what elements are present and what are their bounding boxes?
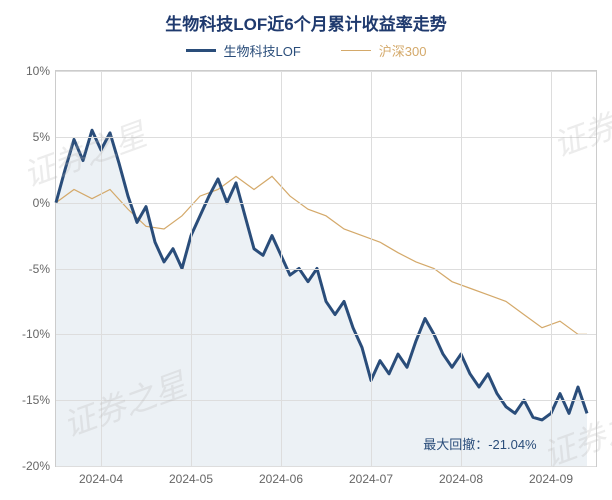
y-axis-tick-label: 0% <box>33 196 56 210</box>
gridline-horizontal <box>56 269 596 270</box>
legend-item: 沪深300 <box>341 41 427 60</box>
y-axis-tick-label: -10% <box>22 327 56 341</box>
gridline-vertical <box>551 71 552 466</box>
gridline-vertical <box>371 71 372 466</box>
y-axis-tick-label: -15% <box>22 393 56 407</box>
chart-container: 生物科技LOF近6个月累计收益率走势 生物科技LOF沪深300 -20%-15%… <box>0 0 612 500</box>
gridline-horizontal <box>56 334 596 335</box>
chart-title: 生物科技LOF近6个月累计收益率走势 <box>0 0 612 41</box>
gridline-vertical <box>461 71 462 466</box>
gridline-vertical <box>101 71 102 466</box>
plot-area: -20%-15%-10%-5%0%5%10%2024-042024-052024… <box>55 70 597 467</box>
legend-label: 生物科技LOF <box>224 41 301 60</box>
legend-label: 沪深300 <box>379 41 427 60</box>
gridline-horizontal <box>56 400 596 401</box>
y-axis-tick-label: 5% <box>33 130 56 144</box>
x-axis-tick-label: 2024-04 <box>79 466 123 486</box>
gridline-horizontal <box>56 466 596 467</box>
chart-legend: 生物科技LOF 沪深300 <box>0 41 612 68</box>
x-axis-tick-label: 2024-06 <box>259 466 303 486</box>
x-axis-tick-label: 2024-07 <box>349 466 393 486</box>
x-axis-tick-label: 2024-08 <box>439 466 483 486</box>
gridline-vertical <box>191 71 192 466</box>
series-area-biotech <box>56 130 587 466</box>
y-axis-tick-label: -20% <box>22 459 56 473</box>
x-axis-tick-label: 2024-09 <box>529 466 573 486</box>
gridline-horizontal <box>56 203 596 204</box>
gridline-vertical <box>281 71 282 466</box>
legend-swatch <box>186 49 216 52</box>
y-axis-tick-label: 10% <box>26 64 56 78</box>
x-axis-tick-label: 2024-05 <box>169 466 213 486</box>
max-drawdown-annotation: 最大回撤：-21.04% <box>423 434 536 453</box>
gridline-horizontal <box>56 137 596 138</box>
legend-swatch <box>341 50 371 51</box>
y-axis-tick-label: -5% <box>29 262 56 276</box>
gridline-horizontal <box>56 71 596 72</box>
legend-item: 生物科技LOF <box>186 41 301 60</box>
